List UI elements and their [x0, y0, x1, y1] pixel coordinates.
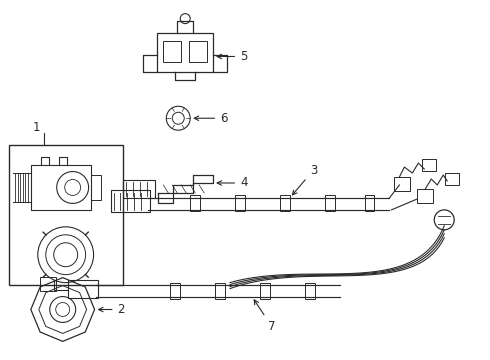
Bar — [325, 195, 335, 211]
Bar — [445, 173, 459, 185]
Bar — [68, 280, 98, 298]
Bar — [31, 165, 91, 210]
Bar — [189, 41, 207, 62]
Bar — [215, 283, 225, 298]
Bar — [111, 190, 150, 212]
Bar — [123, 180, 155, 198]
Text: 2: 2 — [98, 303, 125, 316]
Text: 4: 4 — [217, 176, 247, 189]
Text: 7: 7 — [254, 300, 275, 333]
Bar — [365, 195, 374, 211]
Text: 1: 1 — [33, 121, 41, 134]
Bar — [40, 276, 56, 291]
Bar — [190, 195, 200, 211]
Bar — [394, 177, 410, 191]
Bar — [280, 195, 290, 211]
Text: 5: 5 — [217, 50, 247, 63]
Bar — [305, 283, 315, 298]
Bar — [163, 41, 181, 62]
Bar — [91, 175, 100, 200]
Bar — [9, 145, 123, 285]
Bar — [260, 283, 270, 298]
Bar — [171, 283, 180, 298]
Bar — [417, 189, 433, 203]
Text: 6: 6 — [194, 112, 227, 125]
Bar — [422, 159, 436, 171]
Bar — [157, 32, 213, 72]
Text: 3: 3 — [293, 163, 317, 195]
Bar — [235, 195, 245, 211]
